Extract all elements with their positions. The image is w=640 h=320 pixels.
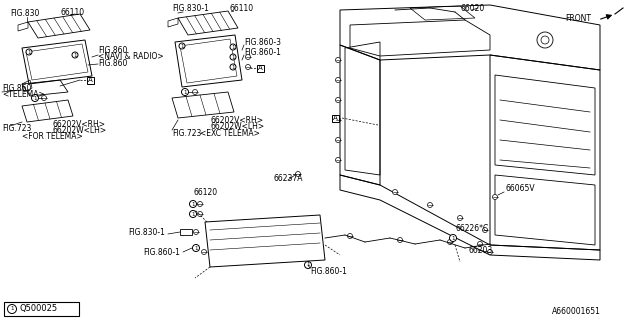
Circle shape bbox=[537, 32, 553, 48]
Circle shape bbox=[189, 201, 196, 207]
Circle shape bbox=[193, 244, 200, 252]
Text: 1: 1 bbox=[73, 52, 77, 58]
Text: 66020: 66020 bbox=[460, 4, 484, 12]
Text: 1: 1 bbox=[231, 65, 235, 69]
Circle shape bbox=[335, 77, 340, 83]
Circle shape bbox=[335, 98, 340, 102]
Text: 1: 1 bbox=[451, 236, 455, 241]
Text: 66110: 66110 bbox=[229, 4, 253, 12]
Text: 1: 1 bbox=[195, 245, 198, 251]
Text: A: A bbox=[333, 115, 337, 121]
Circle shape bbox=[182, 89, 189, 95]
Circle shape bbox=[483, 228, 488, 233]
Text: <FOR TELEMA>: <FOR TELEMA> bbox=[22, 132, 83, 140]
Text: A: A bbox=[258, 65, 262, 71]
Circle shape bbox=[447, 239, 452, 244]
Text: 66202W<LH>: 66202W<LH> bbox=[52, 125, 106, 134]
Text: FIG.723: FIG.723 bbox=[2, 124, 31, 132]
Text: FIG.830: FIG.830 bbox=[10, 9, 40, 18]
Text: FIG.860: FIG.860 bbox=[2, 84, 31, 92]
Text: 1: 1 bbox=[231, 44, 235, 50]
Circle shape bbox=[230, 64, 236, 70]
Text: FIG.723: FIG.723 bbox=[172, 129, 202, 138]
Circle shape bbox=[179, 43, 185, 49]
Text: 66065V: 66065V bbox=[505, 183, 534, 193]
Circle shape bbox=[449, 235, 456, 242]
Text: FIG.860-1: FIG.860-1 bbox=[143, 247, 180, 257]
Text: 1: 1 bbox=[10, 307, 13, 311]
Circle shape bbox=[296, 172, 301, 177]
Text: 1: 1 bbox=[180, 44, 184, 49]
Circle shape bbox=[193, 90, 198, 94]
Text: FIG.860: FIG.860 bbox=[98, 59, 127, 68]
Text: <NAVI & RADIO>: <NAVI & RADIO> bbox=[98, 52, 164, 60]
Text: FIG.860-3: FIG.860-3 bbox=[244, 37, 281, 46]
Text: Q500025: Q500025 bbox=[19, 305, 57, 314]
Bar bbox=[4, 302, 79, 316]
Circle shape bbox=[193, 229, 198, 235]
Circle shape bbox=[488, 250, 493, 254]
Text: 1: 1 bbox=[307, 262, 310, 268]
Bar bbox=[257, 65, 264, 71]
Circle shape bbox=[392, 189, 397, 195]
Text: 66120: 66120 bbox=[193, 188, 217, 196]
Circle shape bbox=[202, 250, 207, 254]
Text: 66110: 66110 bbox=[60, 7, 84, 17]
Circle shape bbox=[72, 52, 78, 58]
Circle shape bbox=[230, 54, 236, 60]
Circle shape bbox=[26, 49, 32, 55]
Text: FIG.860: FIG.860 bbox=[98, 45, 127, 54]
Text: 1: 1 bbox=[191, 212, 195, 217]
Circle shape bbox=[246, 65, 250, 69]
Circle shape bbox=[335, 117, 340, 123]
Text: FIG.860-1: FIG.860-1 bbox=[244, 47, 281, 57]
Circle shape bbox=[305, 261, 312, 268]
Text: <TELEMA>: <TELEMA> bbox=[2, 90, 45, 99]
Text: FRONT: FRONT bbox=[565, 13, 591, 22]
Text: 1: 1 bbox=[28, 50, 31, 54]
Circle shape bbox=[428, 203, 433, 207]
Text: 1: 1 bbox=[183, 90, 187, 94]
Circle shape bbox=[8, 305, 17, 314]
Text: A660001651: A660001651 bbox=[552, 308, 601, 316]
Circle shape bbox=[31, 94, 38, 101]
Circle shape bbox=[42, 95, 47, 100]
Text: 66202W<LH>: 66202W<LH> bbox=[210, 122, 264, 131]
Circle shape bbox=[335, 157, 340, 163]
Circle shape bbox=[477, 242, 483, 246]
Text: 1: 1 bbox=[191, 202, 195, 206]
Circle shape bbox=[335, 58, 340, 62]
Text: FIG.830-1: FIG.830-1 bbox=[128, 228, 165, 236]
Circle shape bbox=[246, 54, 250, 60]
Circle shape bbox=[189, 211, 196, 218]
Text: 66202V<RH>: 66202V<RH> bbox=[52, 119, 105, 129]
Circle shape bbox=[198, 212, 202, 217]
Text: <EXC TELEMA>: <EXC TELEMA> bbox=[200, 129, 260, 138]
Text: 66237A: 66237A bbox=[273, 173, 303, 182]
Circle shape bbox=[230, 44, 236, 50]
Bar bbox=[86, 76, 93, 84]
Circle shape bbox=[493, 195, 497, 199]
Text: 66202V<RH>: 66202V<RH> bbox=[210, 116, 263, 124]
Text: FIG.830-1: FIG.830-1 bbox=[172, 4, 209, 12]
Text: 1: 1 bbox=[231, 54, 235, 60]
Circle shape bbox=[335, 138, 340, 142]
Text: 66203: 66203 bbox=[468, 245, 492, 254]
Circle shape bbox=[458, 215, 463, 220]
Circle shape bbox=[348, 234, 353, 238]
Bar bbox=[332, 115, 339, 122]
Text: A: A bbox=[88, 77, 92, 83]
Circle shape bbox=[198, 202, 202, 206]
Text: 1: 1 bbox=[33, 95, 36, 100]
Text: FIG.860-1: FIG.860-1 bbox=[310, 268, 347, 276]
Circle shape bbox=[541, 36, 549, 44]
Text: 66226*C: 66226*C bbox=[455, 223, 488, 233]
Circle shape bbox=[397, 237, 403, 243]
